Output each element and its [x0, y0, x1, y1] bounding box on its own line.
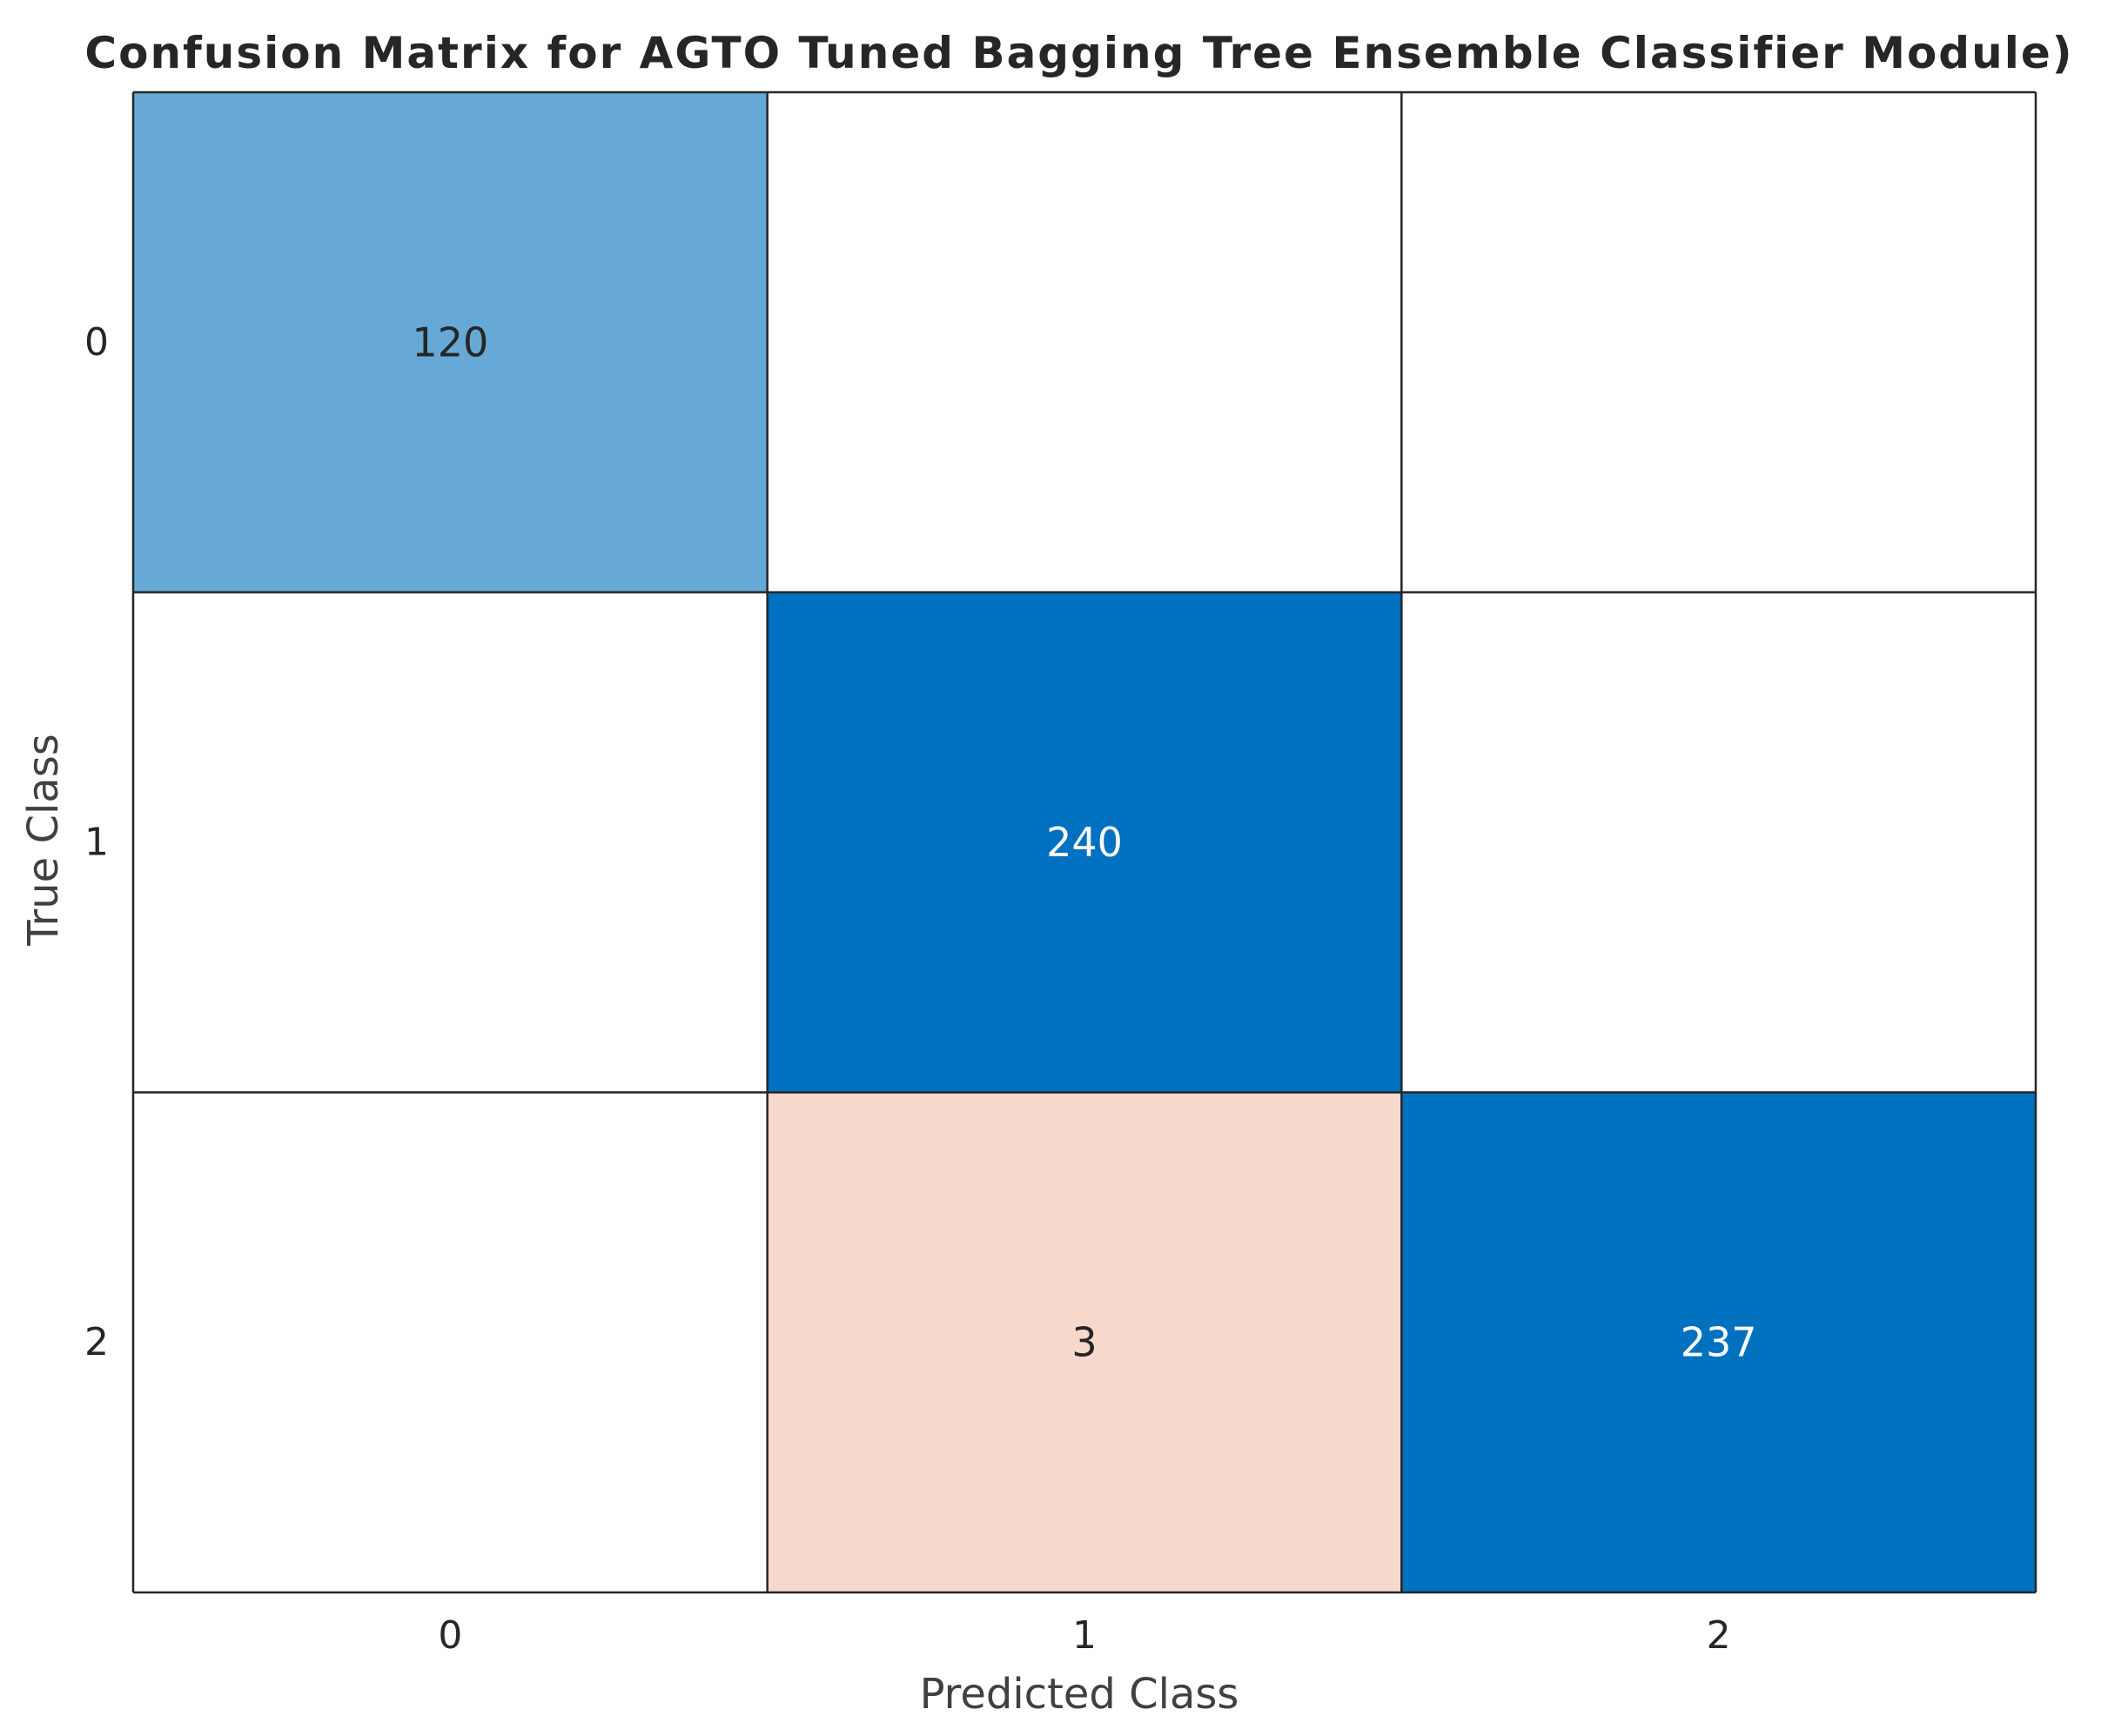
cell-value-r2-c2: 237: [1681, 1319, 1757, 1366]
x-axis-ticks: 0 1 2: [438, 1613, 1730, 1658]
x-tick-label-0: 0: [438, 1613, 462, 1658]
matrix-cell-r1-c1: [767, 592, 1402, 1093]
y-tick-label-0: 0: [84, 320, 109, 365]
matrix-cell-r1-c2: [1401, 592, 2036, 1093]
matrix-cell-r0-c0: [133, 92, 768, 593]
matrix-cell-r1-c0: [133, 592, 768, 1093]
x-tick-label-2: 2: [1707, 1613, 1731, 1658]
y-axis-ticks: 0 1 2: [84, 320, 109, 1364]
x-axis-label: Predicted Class: [920, 1670, 1239, 1719]
matrix-cells: [133, 92, 2036, 1592]
matrix-cell-r2-c1: [767, 1092, 1402, 1592]
x-tick-label-1: 1: [1072, 1613, 1097, 1658]
cell-value-r1-c1: 240: [1046, 819, 1123, 866]
y-axis-label: True Class: [19, 734, 68, 947]
cell-value-r0-c0: 120: [412, 318, 488, 365]
cell-value-r2-c1: 3: [1071, 1319, 1097, 1366]
y-tick-label-2: 2: [84, 1320, 109, 1364]
matrix-cell-r2-c2: [1401, 1092, 2036, 1592]
matrix-cell-r0-c1: [767, 92, 1402, 593]
matrix-cell-r2-c0: [133, 1092, 768, 1592]
chart-title: Confusion Matrix for AGTO Tuned Bagging …: [84, 28, 2073, 78]
y-tick-label-1: 1: [84, 821, 109, 865]
matrix-grid-lines: [131, 90, 2037, 1594]
matrix-cell-r0-c2: [1401, 92, 2036, 593]
matrix-cell-labels: 120 240 3 237: [412, 318, 1756, 1365]
